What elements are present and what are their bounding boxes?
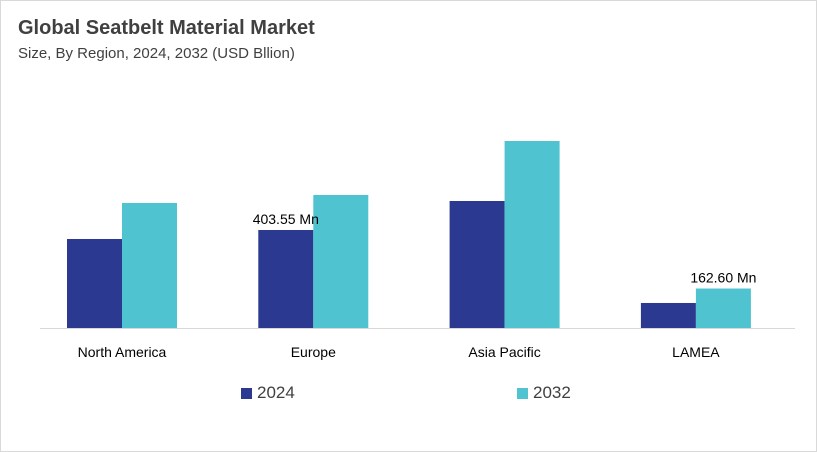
data-label: 162.60 Mn	[690, 270, 756, 286]
bar-2032-lamea	[695, 288, 751, 328]
legend-item-2032: 2032	[517, 383, 571, 403]
bar-2024-asia-pacific	[449, 200, 505, 328]
legend-swatch-2024	[241, 387, 252, 399]
chart-subtitle: Size, By Region, 2024, 2032 (USD Bllion)	[18, 45, 295, 62]
x-tick-label: Europe	[291, 344, 336, 360]
bar-2032-north-america	[122, 203, 177, 328]
bar-2024-north-america	[67, 238, 122, 328]
bar-2024-europe	[258, 230, 314, 328]
x-tick-label: LAMEA	[672, 344, 720, 360]
legend-label: 2024	[257, 383, 295, 402]
chart-title: Global Seatbelt Material Market	[18, 17, 315, 39]
bar-2024-lamea	[640, 302, 696, 328]
legend-swatch-2032	[517, 387, 528, 399]
x-tick-label: North America	[78, 344, 167, 360]
x-tick-label: Asia Pacific	[468, 344, 540, 360]
bar-2032-asia-pacific	[504, 141, 560, 328]
legend-label: 2032	[533, 383, 571, 402]
data-label: 403.55 Mn	[253, 211, 319, 227]
bar-2032-europe	[313, 194, 369, 328]
legend-item-2024: 2024	[241, 383, 295, 403]
